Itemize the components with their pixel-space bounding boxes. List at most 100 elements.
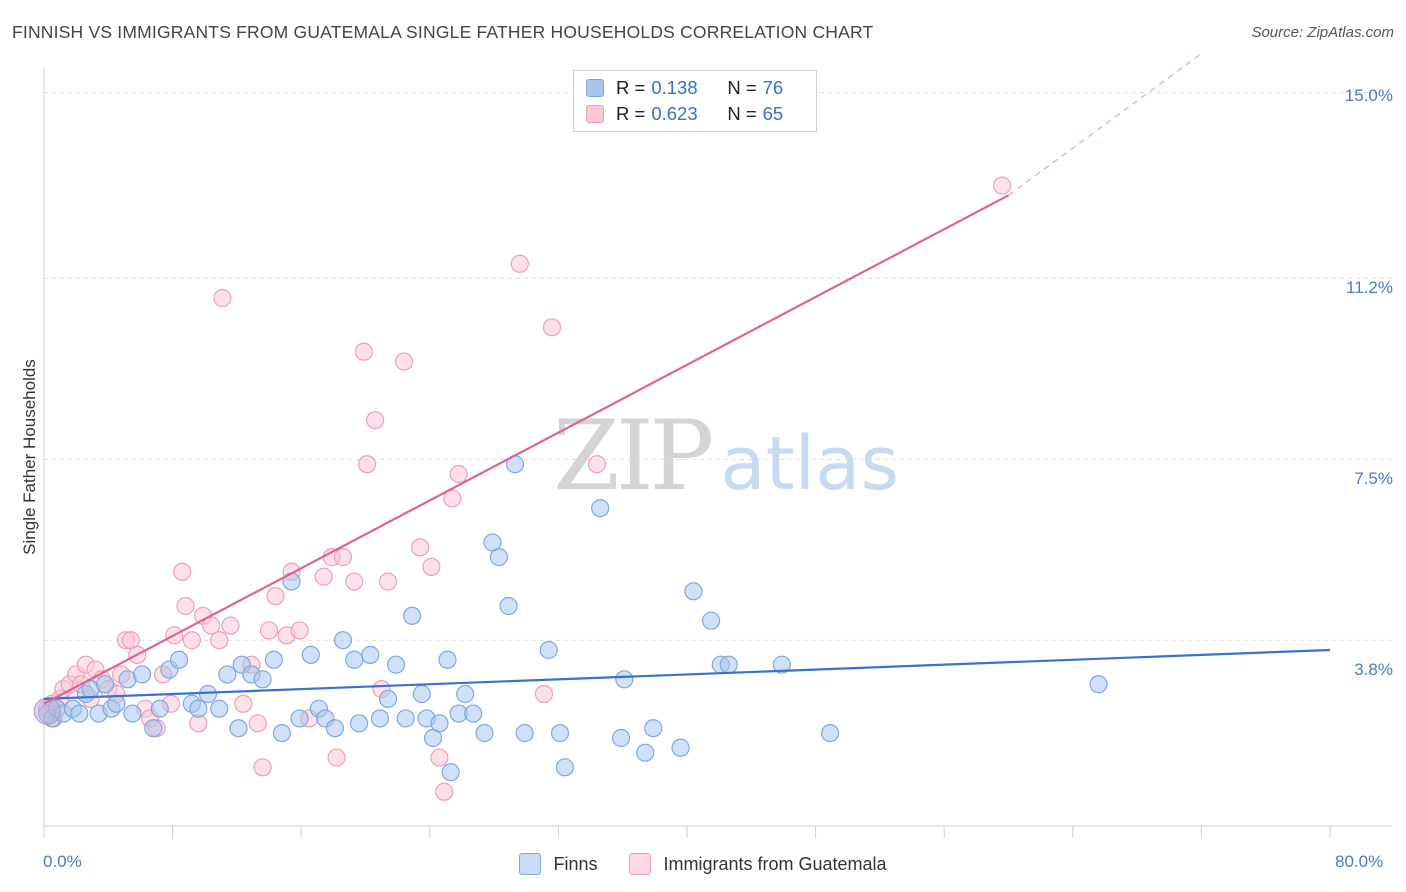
data-point (412, 684, 431, 704)
data-point (820, 724, 840, 743)
r-value: 0.623 (651, 103, 698, 124)
data-point (591, 499, 610, 518)
data-point (349, 714, 369, 733)
data-point (229, 719, 248, 738)
y-axis-label: Single Father Households (20, 359, 39, 555)
legend-row-guatemala: R = 0.623 N = 65 (586, 102, 783, 126)
data-point (615, 670, 634, 689)
data-point (515, 724, 534, 743)
data-point (378, 689, 398, 708)
data-point (396, 709, 415, 728)
data-point (325, 719, 345, 738)
legend-item-finns[interactable]: Finns (519, 853, 597, 875)
legend-row-finns: R = 0.138 N = 76 (586, 76, 783, 100)
data-point (449, 464, 468, 484)
data-point (378, 572, 398, 591)
data-point (264, 650, 283, 669)
r-label: R = (616, 77, 646, 98)
data-point (290, 709, 309, 728)
correlation-legend: R = 0.138 N = 76 R = 0.623 N = 65 (573, 70, 817, 132)
data-point (333, 631, 353, 650)
data-points (33, 176, 1108, 801)
data-point (430, 748, 449, 767)
axes (43, 68, 1392, 838)
data-point (198, 684, 218, 704)
data-point (422, 557, 441, 576)
data-point (411, 538, 430, 557)
data-point (438, 650, 457, 669)
data-point (301, 645, 320, 664)
data-point (719, 655, 738, 674)
watermark: ZIP atlas (553, 400, 899, 512)
trend-lines (43, 53, 1331, 705)
guatemala-swatch-icon (586, 105, 604, 123)
data-point (358, 455, 377, 474)
data-point (314, 567, 333, 586)
data-point (210, 699, 229, 718)
data-point (510, 254, 529, 273)
data-point (173, 562, 192, 581)
data-point (107, 694, 126, 713)
data-point (684, 582, 703, 601)
source-label: Source: ZipAtlas.com (1251, 24, 1394, 41)
data-point (443, 489, 462, 508)
trend-line-guatemala (43, 194, 1010, 705)
data-point (489, 548, 509, 567)
data-point (218, 665, 237, 684)
y-tick-label: 15.0% (1344, 86, 1393, 105)
data-point (636, 743, 655, 762)
data-point (366, 411, 385, 430)
data-point (95, 675, 115, 694)
y-tick-label: 7.5% (1354, 469, 1393, 488)
data-point (345, 650, 364, 669)
data-point (327, 748, 346, 767)
data-point (435, 782, 454, 801)
data-point (587, 455, 607, 474)
data-point (253, 758, 272, 777)
data-point (550, 724, 570, 743)
data-point (671, 738, 690, 757)
y-tick-label: 3.8% (1354, 660, 1393, 679)
data-point (253, 670, 272, 689)
data-point (132, 665, 152, 684)
legend-item-guatemala[interactable]: Immigrants from Guatemala (629, 853, 887, 875)
data-point (430, 714, 449, 733)
data-point (354, 342, 373, 361)
x-tick-label: 80.0% (1335, 852, 1384, 871)
data-point (992, 176, 1012, 195)
data-point (144, 719, 163, 738)
data-point (542, 318, 562, 337)
data-point (345, 572, 364, 591)
data-point (702, 611, 721, 630)
grid-lines (44, 92, 1392, 641)
data-point (394, 352, 414, 371)
finns-legend-swatch-icon (519, 853, 542, 875)
data-point (221, 616, 240, 635)
r-label: R = (616, 103, 646, 124)
data-point (189, 699, 208, 718)
data-point (150, 699, 169, 718)
chart-title: FINNISH VS IMMIGRANTS FROM GUATEMALA SIN… (12, 22, 874, 42)
watermark-atlas: atlas (720, 421, 900, 507)
data-point (539, 640, 558, 660)
n-value: 65 (762, 103, 784, 124)
data-point (403, 606, 422, 625)
data-point (772, 655, 791, 674)
data-point (464, 704, 483, 723)
data-point (555, 758, 574, 777)
data-point (1089, 675, 1108, 694)
data-point (202, 616, 221, 635)
data-point (475, 724, 494, 743)
data-point (456, 684, 475, 704)
data-point (210, 631, 229, 650)
data-point (234, 694, 253, 713)
data-point (176, 596, 195, 616)
data-point (259, 621, 279, 640)
data-point (272, 724, 292, 743)
legend-label: Finns (553, 853, 598, 874)
trend-extension-guatemala (1008, 53, 1202, 196)
trend-line-finns (43, 648, 1331, 700)
data-point (266, 587, 285, 606)
r-value: 0.138 (651, 77, 698, 98)
data-point (70, 704, 89, 723)
